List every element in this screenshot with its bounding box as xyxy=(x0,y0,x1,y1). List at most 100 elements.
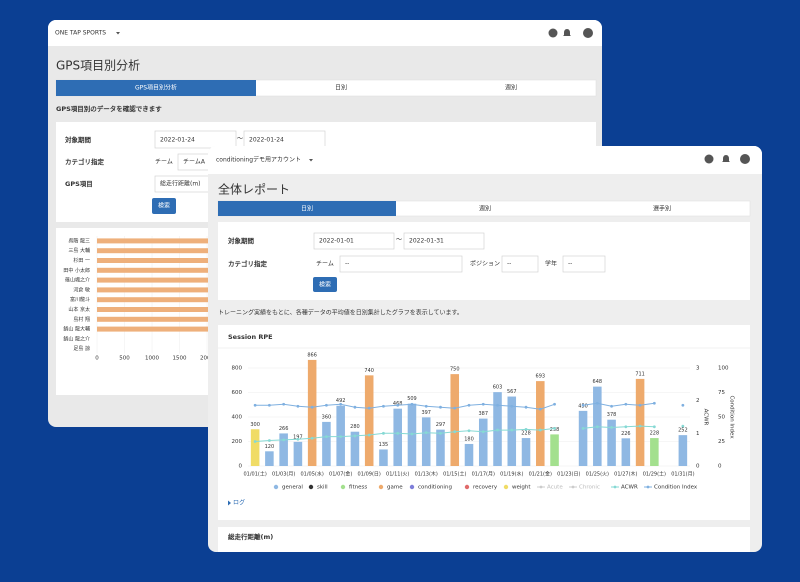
y3-tick-label: 0 xyxy=(718,464,722,470)
legend-swatch xyxy=(378,484,384,490)
brand[interactable]: ONE TAP SPORTS xyxy=(55,30,106,37)
log-link[interactable]: ログ xyxy=(233,499,245,507)
bar xyxy=(97,277,232,283)
data-label: 866 xyxy=(307,352,317,358)
chat-icon[interactable] xyxy=(704,154,714,164)
x-tick-label: 01/01(土) xyxy=(243,471,266,478)
line-point xyxy=(382,404,385,408)
line-point xyxy=(624,402,628,406)
session-rpe-chart: 0 200 400 600 800 0 1 2 3 0 25 50 75 100 ACWR Condition… xyxy=(232,352,735,490)
legend-label[interactable]: ACWR xyxy=(621,485,638,491)
select-value: -- xyxy=(345,261,349,268)
data-label: 252 xyxy=(678,428,688,434)
data-label: 360 xyxy=(322,414,332,420)
x-tick-label: 01/27(木) xyxy=(614,471,637,478)
x-tick-label: 01/17(月) xyxy=(472,472,495,478)
x-tick-label: 2000 xyxy=(200,356,214,362)
tab[interactable]: 週別 xyxy=(505,84,517,92)
date-input[interactable] xyxy=(403,232,485,250)
data-label: 567 xyxy=(507,389,517,395)
y3-axis-title: Condition Index xyxy=(729,395,735,439)
x-tick-label: 01/25(火) xyxy=(586,472,609,478)
search-button[interactable] xyxy=(313,277,337,292)
line-point xyxy=(581,427,585,430)
line-point xyxy=(624,425,628,429)
bar xyxy=(650,438,659,466)
legend-swatch xyxy=(308,484,314,490)
line-point xyxy=(339,435,343,438)
line-point xyxy=(367,433,371,437)
select[interactable] xyxy=(501,255,539,273)
data-label: 693 xyxy=(536,374,546,380)
active-tab[interactable] xyxy=(218,201,396,216)
y3-tick-label: 75 xyxy=(718,390,725,396)
legend-label[interactable]: conditioning xyxy=(418,485,452,491)
line-point xyxy=(610,426,613,429)
y-tick-label: 0 xyxy=(239,464,243,470)
data-label: 120 xyxy=(265,444,275,450)
button-label[interactable]: 検索 xyxy=(158,202,170,210)
bar xyxy=(250,429,260,466)
tab[interactable]: 日別 xyxy=(335,84,347,92)
account[interactable]: conditioningデモ用アカウント xyxy=(216,156,301,164)
legend-label[interactable]: general xyxy=(282,485,303,491)
legend-swatch xyxy=(464,484,470,490)
legend-label[interactable]: recovery xyxy=(473,485,498,491)
button-label[interactable]: 検索 xyxy=(319,281,331,289)
select[interactable] xyxy=(339,255,463,273)
tab[interactable]: 週別 xyxy=(479,205,491,213)
legend-label[interactable]: weight xyxy=(512,485,531,491)
x-tick-label: 01/03(月) xyxy=(272,472,295,478)
legend-label[interactable]: Condition Index xyxy=(654,485,698,491)
y-tick-label: 800 xyxy=(232,366,243,372)
line-point xyxy=(496,403,499,407)
tab[interactable]: 選手別 xyxy=(653,205,671,213)
bar xyxy=(678,435,688,466)
line-point xyxy=(681,424,685,428)
legend-label[interactable]: game xyxy=(387,485,403,491)
data-label: 603 xyxy=(493,385,503,391)
data-label: 266 xyxy=(279,426,289,432)
x-tick-label: 01/09(日) xyxy=(358,472,381,478)
bar xyxy=(97,297,228,303)
line-point xyxy=(282,402,286,406)
date-input[interactable] xyxy=(313,232,395,250)
legend-label[interactable]: Chronic xyxy=(579,485,600,491)
tab[interactable]: GPS項目別分析 xyxy=(135,84,177,92)
line-point xyxy=(681,403,685,407)
x-tick-label: 500 xyxy=(119,356,130,362)
line-point xyxy=(382,431,385,435)
tab[interactable]: 日別 xyxy=(301,205,313,213)
bar xyxy=(279,433,288,466)
line-point xyxy=(439,405,442,409)
dropdown-caret xyxy=(116,32,120,35)
legend-swatch xyxy=(571,485,575,489)
y3-tick-label: 100 xyxy=(718,366,729,372)
bar xyxy=(464,443,474,466)
legend-label[interactable]: fitness xyxy=(349,485,367,491)
date-input[interactable] xyxy=(154,130,237,149)
bar xyxy=(364,375,374,466)
x-tick-label: 01/13(木) xyxy=(415,471,438,478)
data-label: 258 xyxy=(550,427,560,433)
line-point xyxy=(367,406,371,410)
select[interactable] xyxy=(562,255,606,273)
bell-icon[interactable] xyxy=(563,29,571,36)
user-icon[interactable] xyxy=(740,154,750,164)
line-point xyxy=(510,404,514,408)
y-tick-label: 鍋山 龍大輔 xyxy=(63,326,90,333)
line-point xyxy=(595,425,599,429)
line-point xyxy=(439,431,442,435)
search-button[interactable] xyxy=(152,198,176,214)
legend-label[interactable]: Acute xyxy=(547,485,563,491)
bell-icon[interactable] xyxy=(722,155,730,162)
line-point xyxy=(453,430,457,434)
chat-icon[interactable] xyxy=(548,28,558,38)
active-tab[interactable] xyxy=(56,80,256,96)
data-label: 492 xyxy=(336,398,346,404)
bar xyxy=(621,438,631,466)
line-point xyxy=(396,431,400,435)
bar xyxy=(322,421,331,466)
legend-label[interactable]: skill xyxy=(317,485,328,491)
user-icon[interactable] xyxy=(583,28,593,38)
